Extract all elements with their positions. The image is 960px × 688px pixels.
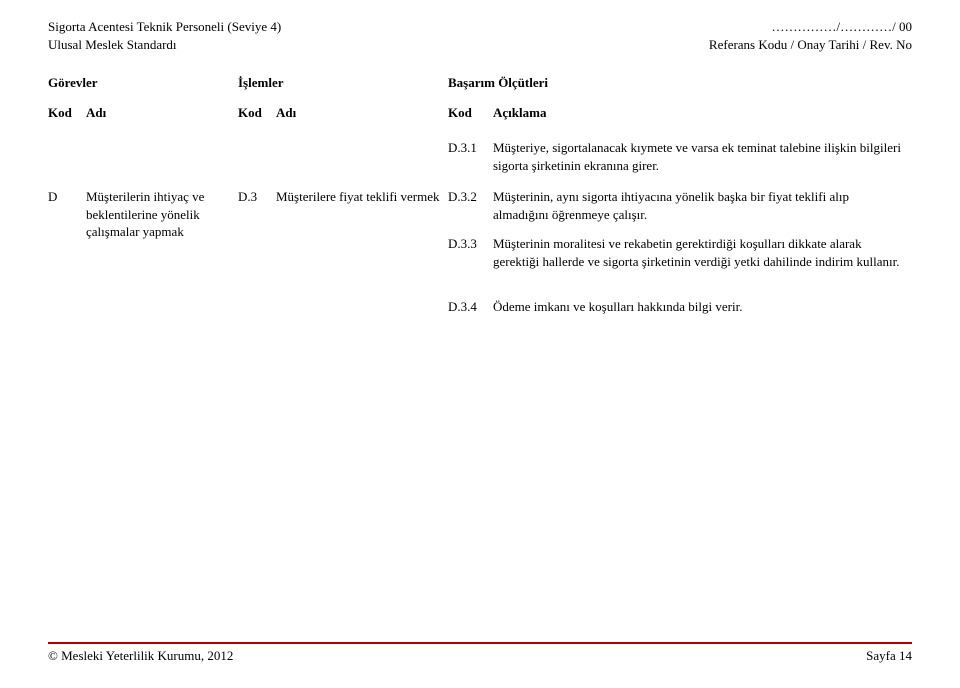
- criterion-kod: D.3.1: [448, 139, 493, 157]
- table-row: D.3.1 Müşteriye, sigortalanacak kıymete …: [48, 139, 912, 174]
- op-kod-cell: D.3: [238, 188, 276, 241]
- subheading-kod-1: Kod: [48, 105, 86, 121]
- criterion-text: Müşterinin moralitesi ve rekabetin gerek…: [493, 235, 912, 270]
- page-header: Sigorta Acentesi Teknik Personeli (Seviy…: [48, 18, 912, 53]
- header-right: ……………/…………/ 00 Referans Kodu / Onay Tari…: [709, 18, 912, 53]
- header-right-line2: Referans Kodu / Onay Tarihi / Rev. No: [709, 36, 912, 54]
- heading-islemler: İşlemler: [238, 75, 448, 91]
- page: Sigorta Acentesi Teknik Personeli (Seviy…: [0, 0, 960, 688]
- criterion-kod: D.3.2: [448, 188, 493, 206]
- criterion-text: Müşteriye, sigortalanacak kıymete ve var…: [493, 139, 912, 174]
- heading-basarim: Başarım Ölçütleri: [448, 75, 912, 91]
- task-kod-cell: D: [48, 188, 86, 241]
- footer-right: Sayfa 14: [866, 648, 912, 664]
- subheading-kod-3: Kod: [448, 105, 493, 121]
- header-left-line2: Ulusal Meslek Standardı: [48, 36, 281, 54]
- criterion-text: Ödeme imkanı ve koşulları hakkında bilgi…: [493, 298, 912, 316]
- subheading-aciklama: Açıklama: [493, 105, 912, 121]
- sub-row: D.3.3 Müşterinin moralitesi ve rekabetin…: [448, 235, 912, 270]
- criterion-text: Müşterinin, aynı sigorta ihtiyacına yöne…: [493, 188, 912, 223]
- subheading-adi-1: Adı: [86, 105, 238, 121]
- criterion-kod: D.3.3: [448, 235, 493, 253]
- heading-gorevler: Görevler: [48, 75, 238, 91]
- header-right-line1: ……………/…………/ 00: [709, 18, 912, 36]
- footer-left: © Mesleki Yeterlilik Kurumu, 2012: [48, 648, 233, 664]
- task-adi-cell: Müşterilerin ihtiyaç ve beklentilerine y…: [86, 188, 238, 241]
- subheading-kod-2: Kod: [238, 105, 276, 121]
- criterion-kod: D.3.4: [448, 298, 493, 316]
- subheading-adi-2: Adı: [276, 105, 448, 121]
- column-group-headings: Görevler İşlemler Başarım Ölçütleri: [48, 75, 912, 91]
- sub-row: D.3.2 Müşterinin, aynı sigorta ihtiyacın…: [448, 188, 912, 223]
- column-sub-headings: Kod Adı Kod Adı Kod Açıklama: [48, 105, 912, 121]
- page-footer: © Mesleki Yeterlilik Kurumu, 2012 Sayfa …: [48, 642, 912, 664]
- criteria-table: D.3.1 Müşteriye, sigortalanacak kıymete …: [48, 139, 912, 316]
- table-row: D Müşterilerin ihtiyaç ve beklentilerine…: [48, 188, 912, 284]
- header-left-line1: Sigorta Acentesi Teknik Personeli (Seviy…: [48, 18, 281, 36]
- header-left: Sigorta Acentesi Teknik Personeli (Seviy…: [48, 18, 281, 53]
- table-row: D.3.4 Ödeme imkanı ve koşulları hakkında…: [48, 298, 912, 316]
- footer-divider: [48, 642, 912, 644]
- op-adi-cell: Müşterilere fiyat teklifi vermek: [276, 188, 448, 241]
